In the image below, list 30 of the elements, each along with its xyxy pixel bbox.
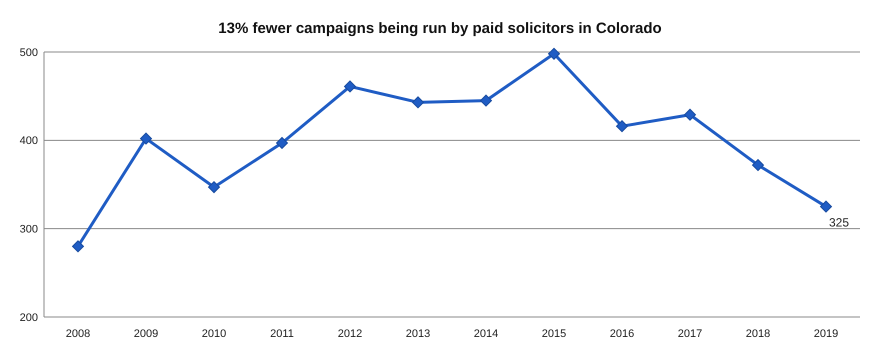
x-tick-label: 2012 [338, 328, 362, 340]
chart-title: 13% fewer campaigns being run by paid solicitors in Colorado [218, 20, 662, 37]
point [752, 159, 764, 172]
x-tick-label: 2011 [270, 328, 294, 340]
x-tick-label: 2015 [542, 328, 566, 340]
point [820, 200, 832, 213]
y-tick-label: 400 [20, 135, 38, 148]
data-label: 325 [829, 216, 850, 230]
x-tick-label: 2008 [66, 328, 90, 340]
x-tick-label: 2010 [202, 328, 226, 340]
point [616, 120, 628, 132]
x-tick-label: 2016 [610, 328, 634, 340]
x-tick-label: 2009 [134, 328, 158, 340]
point [344, 80, 356, 92]
x-tick-label: 2019 [814, 328, 838, 340]
point [480, 94, 492, 107]
point [548, 48, 560, 60]
x-tick-label: 2017 [678, 328, 702, 340]
y-tick-label: 200 [20, 312, 38, 324]
y-tick-label: 300 [20, 224, 38, 236]
point [684, 108, 696, 121]
point [412, 96, 424, 108]
point [72, 240, 84, 252]
x-tick-label: 2014 [474, 328, 498, 340]
x-tick-label: 2018 [746, 328, 770, 340]
point [140, 132, 152, 145]
x-tick-label: 2013 [406, 328, 430, 340]
y-tick-label: 500 [20, 46, 38, 59]
point [208, 181, 220, 194]
point [276, 137, 288, 149]
